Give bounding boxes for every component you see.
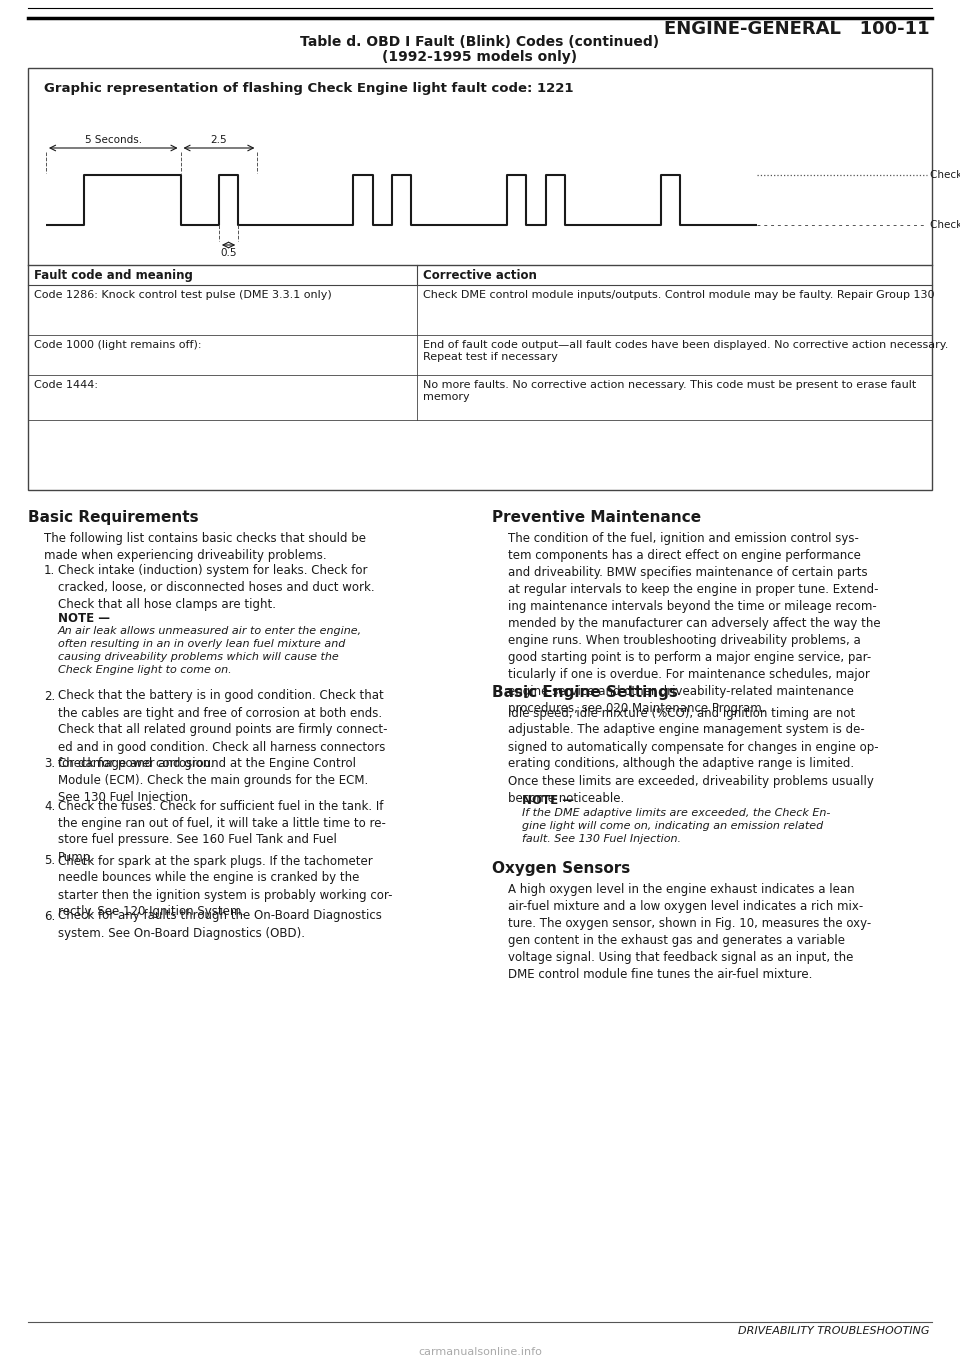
Text: The condition of the fuel, ignition and emission control sys-
tem components has: The condition of the fuel, ignition and … (508, 532, 880, 715)
Text: An air leak allows unmeasured air to enter the engine,
often resulting in an in : An air leak allows unmeasured air to ent… (58, 626, 362, 674)
Text: Preventive Maintenance: Preventive Maintenance (492, 510, 701, 525)
Text: Table d. OBD I Fault (Blink) Codes (continued): Table d. OBD I Fault (Blink) Codes (cont… (300, 35, 660, 49)
Text: Check Engine light on: Check Engine light on (930, 170, 960, 180)
Text: The following list contains basic checks that should be
made when experiencing d: The following list contains basic checks… (44, 532, 366, 562)
Text: 2.: 2. (44, 689, 56, 703)
Text: Check for power and ground at the Engine Control
Module (ECM). Check the main gr: Check for power and ground at the Engine… (58, 757, 369, 803)
Bar (28, 68, 932, 490)
Text: 3.: 3. (44, 757, 55, 769)
Text: Check that the battery is in good condition. Check that
the cables are tight and: Check that the battery is in good condit… (58, 689, 388, 771)
Text: End of fault code output—all fault codes have been displayed. No corrective acti: End of fault code output—all fault codes… (422, 341, 948, 361)
Text: No more faults. No corrective action necessary. This code must be present to era: No more faults. No corrective action nec… (422, 380, 916, 402)
Text: 2.5: 2.5 (210, 134, 228, 145)
Text: Check DME control module inputs/outputs. Control module may be faulty. Repair Gr: Check DME control module inputs/outputs.… (422, 290, 934, 300)
Text: Idle speed, idle mixture (%CO), and ignition timing are not
adjustable. The adap: Idle speed, idle mixture (%CO), and igni… (508, 707, 878, 805)
Text: Graphic representation of flashing Check Engine light fault code: 1221: Graphic representation of flashing Check… (44, 81, 573, 95)
Text: carmanualsonline.info: carmanualsonline.info (418, 1348, 542, 1357)
Text: Basic Requirements: Basic Requirements (28, 510, 199, 525)
Text: If the DME adaptive limits are exceeded, the Check En-
gine light will come on, : If the DME adaptive limits are exceeded,… (522, 807, 830, 844)
Text: 6.: 6. (44, 909, 56, 923)
Text: Check the fuses. Check for sufficient fuel in the tank. If
the engine ran out of: Check the fuses. Check for sufficient fu… (58, 799, 386, 863)
Text: ENGINE-GENERAL   100-11: ENGINE-GENERAL 100-11 (664, 20, 930, 38)
Text: (1992-1995 models only): (1992-1995 models only) (382, 50, 578, 64)
Text: Check intake (induction) system for leaks. Check for
cracked, loose, or disconne: Check intake (induction) system for leak… (58, 565, 374, 611)
Text: Corrective action: Corrective action (422, 269, 537, 282)
Text: A high oxygen level in the engine exhaust indicates a lean
air-fuel mixture and : A high oxygen level in the engine exhaus… (508, 883, 872, 981)
Text: 5 Seconds.: 5 Seconds. (84, 134, 142, 145)
Text: Code 1444:: Code 1444: (34, 380, 98, 389)
Text: 4.: 4. (44, 799, 56, 813)
Text: Code 1286: Knock control test pulse (DME 3.3.1 only): Code 1286: Knock control test pulse (DME… (34, 290, 332, 300)
Text: Check for any faults through the On-Board Diagnostics
system. See On-Board Diagn: Check for any faults through the On-Boar… (58, 909, 382, 939)
Text: 1.: 1. (44, 565, 56, 577)
Text: Basic Engine Settings: Basic Engine Settings (492, 684, 678, 699)
Text: 0.5: 0.5 (220, 248, 237, 258)
Text: NOTE —: NOTE — (58, 612, 110, 624)
Text: DRIVEABILITY TROUBLESHOOTING: DRIVEABILITY TROUBLESHOOTING (738, 1326, 930, 1337)
Text: 5.: 5. (44, 855, 55, 867)
Text: Code 1000 (light remains off):: Code 1000 (light remains off): (34, 341, 202, 350)
Text: Fault code and meaning: Fault code and meaning (34, 269, 193, 282)
Text: Check Engine light off: Check Engine light off (930, 220, 960, 229)
Text: Check for spark at the spark plugs. If the tachometer
needle bounces while the e: Check for spark at the spark plugs. If t… (58, 855, 393, 919)
Text: Oxygen Sensors: Oxygen Sensors (492, 860, 631, 877)
Text: NOTE —: NOTE — (522, 794, 574, 806)
